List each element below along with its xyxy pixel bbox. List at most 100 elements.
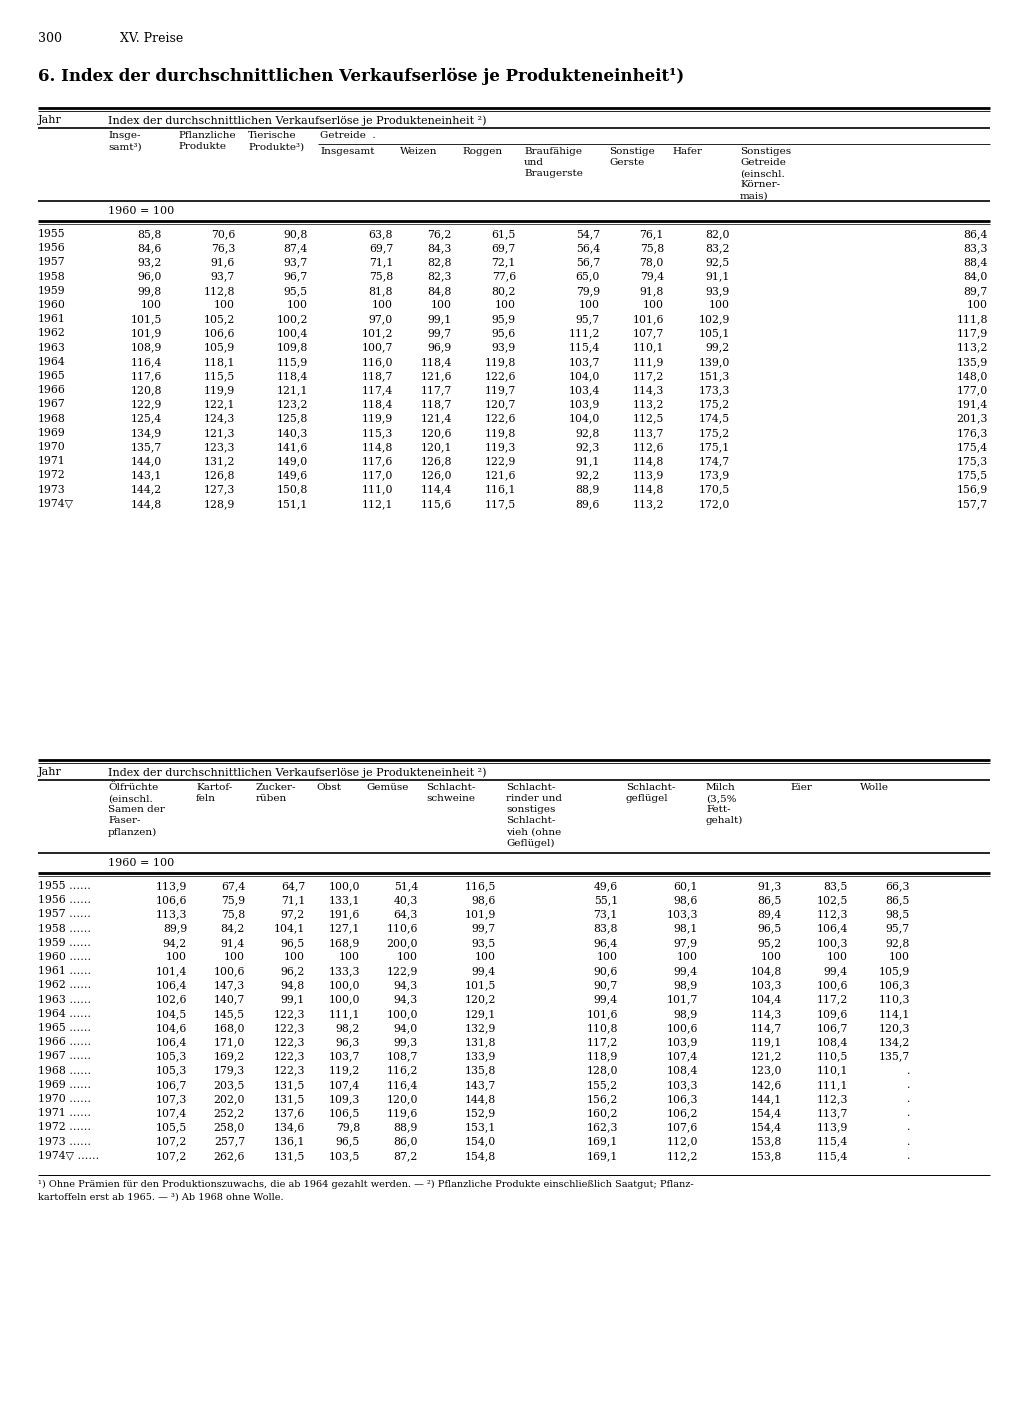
Text: 116,2: 116,2 [386,1066,418,1076]
Text: 99,8: 99,8 [138,285,162,295]
Text: 100: 100 [141,299,162,309]
Text: 1974▽: 1974▽ [38,499,74,509]
Text: 96,5: 96,5 [281,938,305,948]
Text: 127,3: 127,3 [204,485,234,495]
Text: 1960: 1960 [38,299,66,309]
Text: 94,8: 94,8 [281,981,305,990]
Text: 86,0: 86,0 [393,1137,418,1147]
Text: 105,2: 105,2 [204,314,234,324]
Text: Schlacht-
schweine: Schlacht- schweine [426,783,475,803]
Text: 117,6: 117,6 [131,370,162,380]
Text: 100: 100 [214,299,234,309]
Text: 172,0: 172,0 [698,499,730,509]
Text: 114,8: 114,8 [633,455,664,467]
Text: 149,6: 149,6 [276,471,308,481]
Text: 141,6: 141,6 [276,441,308,453]
Text: 75,9: 75,9 [221,895,245,905]
Text: 129,1: 129,1 [465,1009,496,1019]
Text: 55,1: 55,1 [594,895,618,905]
Text: 60,1: 60,1 [674,881,698,891]
Text: 133,1: 133,1 [329,895,360,905]
Text: 99,1: 99,1 [428,314,452,324]
Text: 119,7: 119,7 [484,385,516,396]
Text: 91,6: 91,6 [211,257,234,267]
Text: 97,9: 97,9 [674,938,698,948]
Text: 176,3: 176,3 [956,427,988,438]
Text: 115,9: 115,9 [276,356,308,366]
Text: 61,5: 61,5 [492,228,516,238]
Text: 121,6: 121,6 [484,471,516,481]
Text: Braufähige
und
Braugerste: Braufähige und Braugerste [524,148,583,179]
Text: 110,1: 110,1 [816,1066,848,1076]
Text: .: . [906,1151,910,1161]
Text: 135,8: 135,8 [465,1066,496,1076]
Text: 107,2: 107,2 [156,1137,187,1147]
Text: 112,8: 112,8 [204,285,234,295]
Text: 112,3: 112,3 [816,1094,848,1104]
Text: 97,0: 97,0 [369,314,393,324]
Text: Sonstiges
Getreide
(einschl.
Körner-
mais): Sonstiges Getreide (einschl. Körner- mai… [740,148,792,200]
Text: 131,5: 131,5 [273,1151,305,1161]
Text: 154,4: 154,4 [751,1122,782,1132]
Text: 156,9: 156,9 [956,485,988,495]
Text: 103,9: 103,9 [568,399,600,410]
Text: 94,2: 94,2 [163,938,187,948]
Text: 1965: 1965 [38,370,66,380]
Text: 69,7: 69,7 [369,243,393,253]
Text: 122,3: 122,3 [273,1051,305,1061]
Text: 92,2: 92,2 [575,471,600,481]
Text: 71,1: 71,1 [281,895,305,905]
Text: 83,5: 83,5 [823,881,848,891]
Text: 98,5: 98,5 [886,910,910,920]
Text: 100,0: 100,0 [329,881,360,891]
Text: 109,3: 109,3 [329,1094,360,1104]
Text: Zucker-
rüben: Zucker- rüben [256,783,297,803]
Text: Getreide  .: Getreide . [319,131,376,140]
Text: 105,9: 105,9 [879,966,910,976]
Text: 135,9: 135,9 [956,356,988,366]
Text: 66,3: 66,3 [886,881,910,891]
Text: Schlacht-
geflügel: Schlacht- geflügel [626,783,676,803]
Text: 174,7: 174,7 [698,455,730,467]
Text: 101,6: 101,6 [587,1009,618,1019]
Text: Obst: Obst [316,783,341,792]
Text: 100,0: 100,0 [329,995,360,1005]
Text: 118,7: 118,7 [361,370,393,380]
Text: 1965 ……: 1965 …… [38,1023,91,1033]
Text: 150,8: 150,8 [276,485,308,495]
Text: 122,9: 122,9 [484,455,516,467]
Text: 103,4: 103,4 [568,385,600,396]
Text: 112,0: 112,0 [667,1137,698,1147]
Text: 113,9: 113,9 [633,471,664,481]
Text: 1959: 1959 [38,285,66,295]
Text: 104,0: 104,0 [568,370,600,380]
Text: 83,3: 83,3 [964,243,988,253]
Text: 1962: 1962 [38,328,66,338]
Text: 103,9: 103,9 [667,1037,698,1047]
Text: 79,9: 79,9 [575,285,600,295]
Text: 1971: 1971 [38,455,66,467]
Text: 1973 ……: 1973 …… [38,1137,91,1147]
Text: 1972: 1972 [38,471,66,481]
Text: 94,3: 94,3 [394,981,418,990]
Text: 91,4: 91,4 [221,938,245,948]
Text: 91,8: 91,8 [640,285,664,295]
Text: 95,7: 95,7 [886,924,910,934]
Text: 75,8: 75,8 [640,243,664,253]
Text: 169,2: 169,2 [214,1051,245,1061]
Text: 168,0: 168,0 [213,1023,245,1033]
Text: 107,3: 107,3 [156,1094,187,1104]
Text: .: . [906,1122,910,1132]
Text: 91,3: 91,3 [758,881,782,891]
Text: 84,0: 84,0 [964,271,988,281]
Text: 111,0: 111,0 [361,485,393,495]
Text: .: . [906,1137,910,1147]
Text: 101,9: 101,9 [131,328,162,338]
Text: 118,4: 118,4 [361,399,393,410]
Text: Gemüse: Gemüse [366,783,409,792]
Text: 200,0: 200,0 [386,938,418,948]
Text: 134,9: 134,9 [131,427,162,438]
Text: 103,3: 103,3 [667,910,698,920]
Text: 135,7: 135,7 [879,1051,910,1061]
Text: 1958: 1958 [38,271,66,281]
